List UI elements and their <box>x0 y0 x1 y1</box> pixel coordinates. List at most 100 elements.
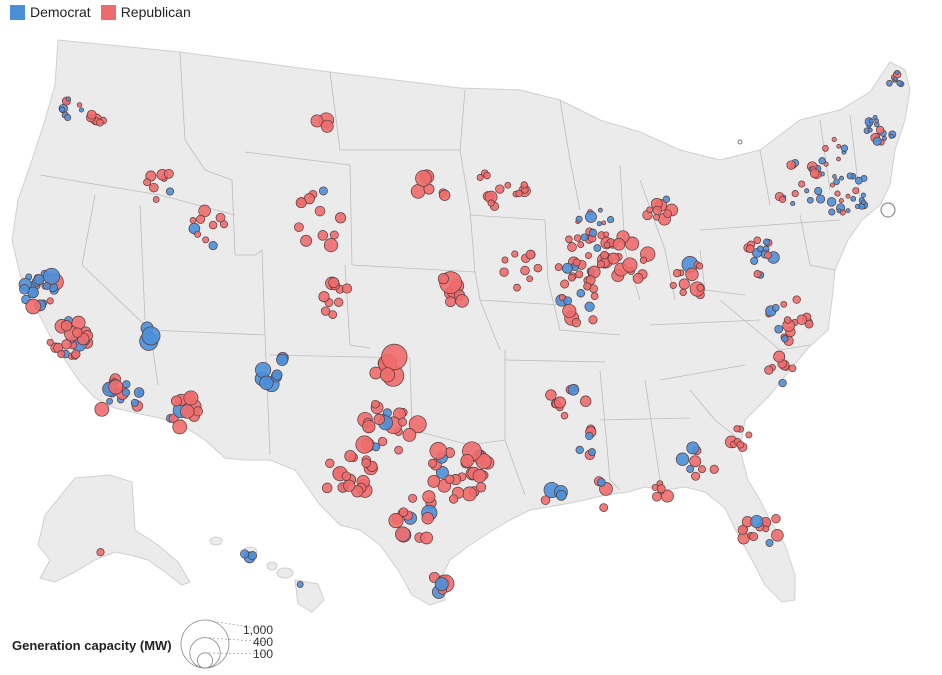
size-legend-circle <box>196 652 213 669</box>
plant-bubble <box>831 136 837 142</box>
plant-bubble <box>750 256 759 265</box>
plant-bubble <box>163 168 174 179</box>
plant-bubble <box>455 294 469 308</box>
plant-bubble <box>867 127 873 133</box>
plant-bubble <box>656 484 666 494</box>
plant-bubble <box>846 172 854 180</box>
plant-bubble <box>622 257 638 273</box>
plant-bubble <box>601 220 607 226</box>
plant-bubble <box>756 245 764 253</box>
plant-bubble <box>816 194 826 204</box>
plant-bubble <box>335 212 347 224</box>
plant-bubble <box>809 168 820 179</box>
plant-bubble <box>255 361 272 379</box>
plant-bubble <box>823 161 829 167</box>
plant-bubble <box>511 250 519 258</box>
plant-bubble <box>894 69 900 75</box>
plant-bubble <box>122 380 131 389</box>
size-legend-label: 1,000 <box>243 623 273 637</box>
plant-bubble <box>71 349 81 359</box>
plant-bubble <box>733 425 741 433</box>
plant-bubble <box>394 445 403 455</box>
plant-bubble <box>596 477 606 487</box>
plant-bubble <box>806 196 814 204</box>
plant-bubble <box>499 267 509 277</box>
plant-bubble <box>562 303 577 319</box>
size-legend-leader <box>204 637 269 643</box>
plant-bubble <box>276 353 289 366</box>
size-legend-label: 100 <box>253 647 273 661</box>
plant-bubble <box>130 398 139 407</box>
plant-bubble <box>325 458 335 468</box>
plant-bubble <box>554 396 566 409</box>
plant-bubble <box>872 136 882 146</box>
plant-bubble <box>603 241 611 249</box>
plant-bubble <box>341 471 352 481</box>
plant-bubble <box>575 445 584 455</box>
plant-bubble <box>585 252 592 260</box>
plant-bubble <box>653 213 660 221</box>
plant-bubble <box>208 241 218 251</box>
plant-bubble <box>639 256 648 264</box>
plant-bubble <box>19 284 30 295</box>
plant-bubble <box>165 187 175 196</box>
plant-bubble <box>361 458 371 468</box>
size-legend-leader <box>204 652 269 655</box>
plant-bubble <box>596 221 602 227</box>
plant-bubble <box>78 107 85 113</box>
plant-bubble <box>240 549 250 559</box>
plant-bubble <box>625 236 640 251</box>
plant-bubble <box>828 208 836 216</box>
plant-bubble <box>96 118 104 127</box>
plant-bubble <box>121 388 131 397</box>
plant-bubble-unknown <box>880 202 896 218</box>
plant-bubble <box>745 431 753 439</box>
plant-bubble <box>108 379 124 395</box>
plant-bubble <box>575 270 584 279</box>
plant-bubble <box>791 190 799 198</box>
plant-bubble <box>685 267 699 281</box>
legend-swatch-republican <box>100 4 116 20</box>
plant-bubble <box>170 395 183 407</box>
state-borders <box>39 51 861 496</box>
plant-bubble <box>208 220 218 230</box>
plant-bubble <box>780 300 788 308</box>
plant-bubble <box>381 343 408 371</box>
plant-bubble <box>398 507 409 517</box>
plant-bubble <box>343 479 356 492</box>
plant-bubble <box>679 288 687 297</box>
plant-bubble <box>845 208 851 214</box>
plant-bubble <box>57 350 66 359</box>
plant-bubble <box>839 175 844 181</box>
plant-bubble <box>588 315 598 325</box>
plant-bubble <box>520 181 528 189</box>
plant-bubble <box>172 419 188 435</box>
plant-bubble <box>555 489 567 501</box>
plant-bubble <box>852 187 860 195</box>
plant-bubble <box>427 458 438 468</box>
plant-bubble <box>475 453 492 470</box>
plant-bubble <box>317 230 329 241</box>
plant-bubble <box>86 109 97 120</box>
legend-label-democrat: Democrat <box>30 4 91 20</box>
plant-bubble <box>43 267 61 285</box>
plant-bubble <box>696 262 704 270</box>
plant-bubble <box>753 236 762 245</box>
plant-bubble <box>786 160 796 170</box>
plant-bubble <box>320 306 331 316</box>
plant-bubble <box>445 474 455 484</box>
plant-bubble <box>838 198 844 204</box>
plant-bubble <box>781 335 789 343</box>
plant-bubble <box>696 283 705 292</box>
plant-bubble <box>669 281 677 289</box>
plant-bubble <box>421 512 434 525</box>
plant-bubble <box>106 397 113 405</box>
plant-bubble <box>686 441 700 455</box>
plant-bubble <box>323 238 339 253</box>
plant-bubble <box>745 244 755 254</box>
plant-bubble <box>832 174 837 179</box>
plant-bubble <box>545 389 557 401</box>
plant-bubbles <box>18 69 905 599</box>
plant-bubble <box>318 291 330 303</box>
